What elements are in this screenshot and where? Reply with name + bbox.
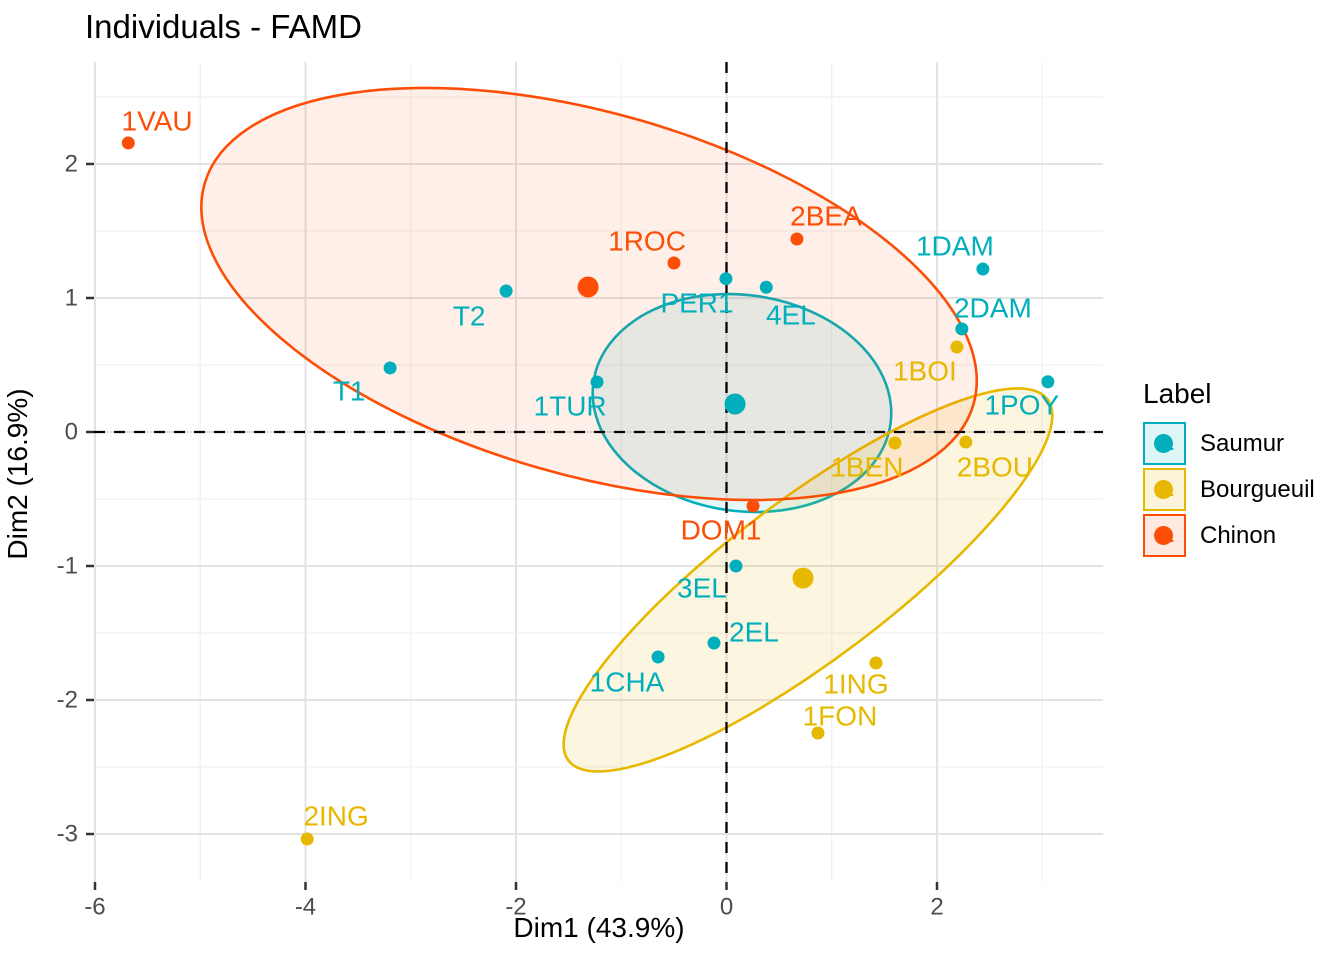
point-label-1BOI: 1BOI xyxy=(893,356,957,387)
text-marker-icon: a xyxy=(1161,476,1174,501)
point-label-1ING: 1ING xyxy=(823,669,888,700)
point-label-2ING: 2ING xyxy=(303,801,368,832)
x-tick-label--6: -6 xyxy=(84,894,105,921)
x-tick-label--4: -4 xyxy=(295,894,316,921)
legend-label: Chinon xyxy=(1200,521,1277,549)
legend-key-bourgueuil: a xyxy=(1143,468,1186,511)
point-DOM1 xyxy=(746,499,760,513)
legend-key-chinon: a xyxy=(1143,514,1186,557)
legend-title: Label xyxy=(1143,378,1212,409)
point-2DAM xyxy=(955,322,969,336)
legend-label: Saumur xyxy=(1200,429,1285,457)
centroid-bourgueuil xyxy=(792,567,814,589)
x-tick-label-2: 2 xyxy=(930,894,943,921)
point-label-4EL: 4EL xyxy=(766,300,816,331)
point-1BOI xyxy=(950,340,964,354)
centroid-saumur xyxy=(724,393,746,415)
legend: Label a Saumur a Bourgueuil a Chinon xyxy=(1143,378,1315,560)
point-label-2DAM: 2DAM xyxy=(954,293,1032,324)
point-label-1FON: 1FON xyxy=(803,700,878,731)
point-3EL xyxy=(729,559,743,573)
point-label-2BEA: 2BEA xyxy=(790,200,862,231)
point-marker-icon xyxy=(1154,526,1173,545)
point-label-PER1: PER1 xyxy=(660,287,733,318)
y-tick-label--3: -3 xyxy=(57,821,78,848)
point-label-1POY: 1POY xyxy=(984,390,1059,421)
point-1FON xyxy=(811,726,825,740)
point-marker-icon xyxy=(1154,434,1173,453)
x-tick-label--2: -2 xyxy=(505,894,526,921)
point-2BOU xyxy=(959,435,973,449)
point-1TUR xyxy=(590,375,604,389)
point-label-DOM1: DOM1 xyxy=(681,514,762,545)
text-marker-icon: a xyxy=(1161,430,1174,455)
point-1VAU xyxy=(121,136,135,150)
y-tick-label-1: 1 xyxy=(65,284,78,311)
x-tick-label-0: 0 xyxy=(720,894,733,921)
legend-item-saumur: a Saumur xyxy=(1143,422,1315,465)
point-marker-icon xyxy=(1154,480,1173,499)
text-marker-icon: a xyxy=(1161,522,1174,547)
point-label-1CHA: 1CHA xyxy=(590,667,665,698)
point-T2 xyxy=(499,284,513,298)
point-label-1ROC: 1ROC xyxy=(608,226,686,257)
point-1ROC xyxy=(667,256,681,270)
point-1CHA xyxy=(651,650,665,664)
point-2EL xyxy=(707,636,721,650)
point-label-3EL: 3EL xyxy=(677,572,727,603)
centroid-chinon xyxy=(577,276,599,298)
legend-key-saumur: a xyxy=(1143,422,1186,465)
point-label-1BEN: 1BEN xyxy=(830,451,903,482)
plot-title: Individuals - FAMD xyxy=(85,8,362,45)
point-label-T1: T1 xyxy=(333,375,366,406)
legend-label: Bourgueuil xyxy=(1200,475,1315,503)
y-tick-label--1: -1 xyxy=(57,553,78,580)
point-label-1DAM: 1DAM xyxy=(916,230,994,261)
point-PER1 xyxy=(719,272,733,286)
point-4EL xyxy=(759,280,773,294)
y-tick-label-0: 0 xyxy=(65,418,78,445)
y-axis-title: Dim2 (16.9%) xyxy=(2,388,33,560)
x-axis-title: Dim1 (43.9%) xyxy=(513,912,685,943)
y-tick-label--2: -2 xyxy=(57,687,78,714)
point-label-2BOU: 2BOU xyxy=(957,451,1033,482)
legend-item-bourgueuil: a Bourgueuil xyxy=(1143,468,1315,511)
point-label-1TUR: 1TUR xyxy=(534,391,607,422)
point-2ING xyxy=(300,832,314,846)
point-1POY xyxy=(1041,375,1055,389)
point-T1 xyxy=(383,361,397,375)
point-label-T2: T2 xyxy=(453,300,486,331)
legend-item-chinon: a Chinon xyxy=(1143,514,1315,557)
point-1BEN xyxy=(888,436,902,450)
point-label-1VAU: 1VAU xyxy=(122,105,193,136)
point-2BEA xyxy=(790,232,804,246)
point-1ING xyxy=(869,656,883,670)
point-1DAM xyxy=(976,262,990,276)
point-label-2EL: 2EL xyxy=(729,617,779,648)
y-tick-label-2: 2 xyxy=(65,150,78,177)
